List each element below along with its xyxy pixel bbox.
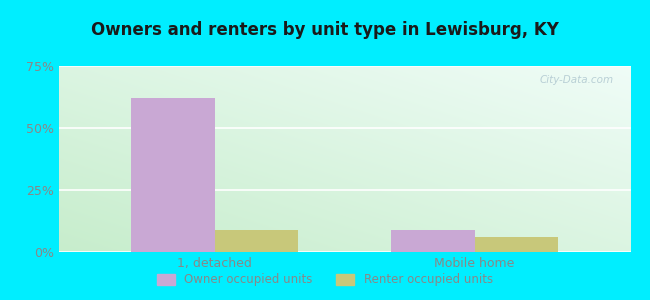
Legend: Owner occupied units, Renter occupied units: Owner occupied units, Renter occupied un…: [153, 269, 497, 291]
Bar: [131, 98, 214, 252]
Text: Owners and renters by unit type in Lewisburg, KY: Owners and renters by unit type in Lewis…: [91, 21, 559, 39]
Text: City-Data.com: City-Data.com: [540, 75, 614, 85]
Bar: [214, 230, 298, 252]
Bar: [391, 230, 474, 252]
Bar: [474, 237, 558, 252]
